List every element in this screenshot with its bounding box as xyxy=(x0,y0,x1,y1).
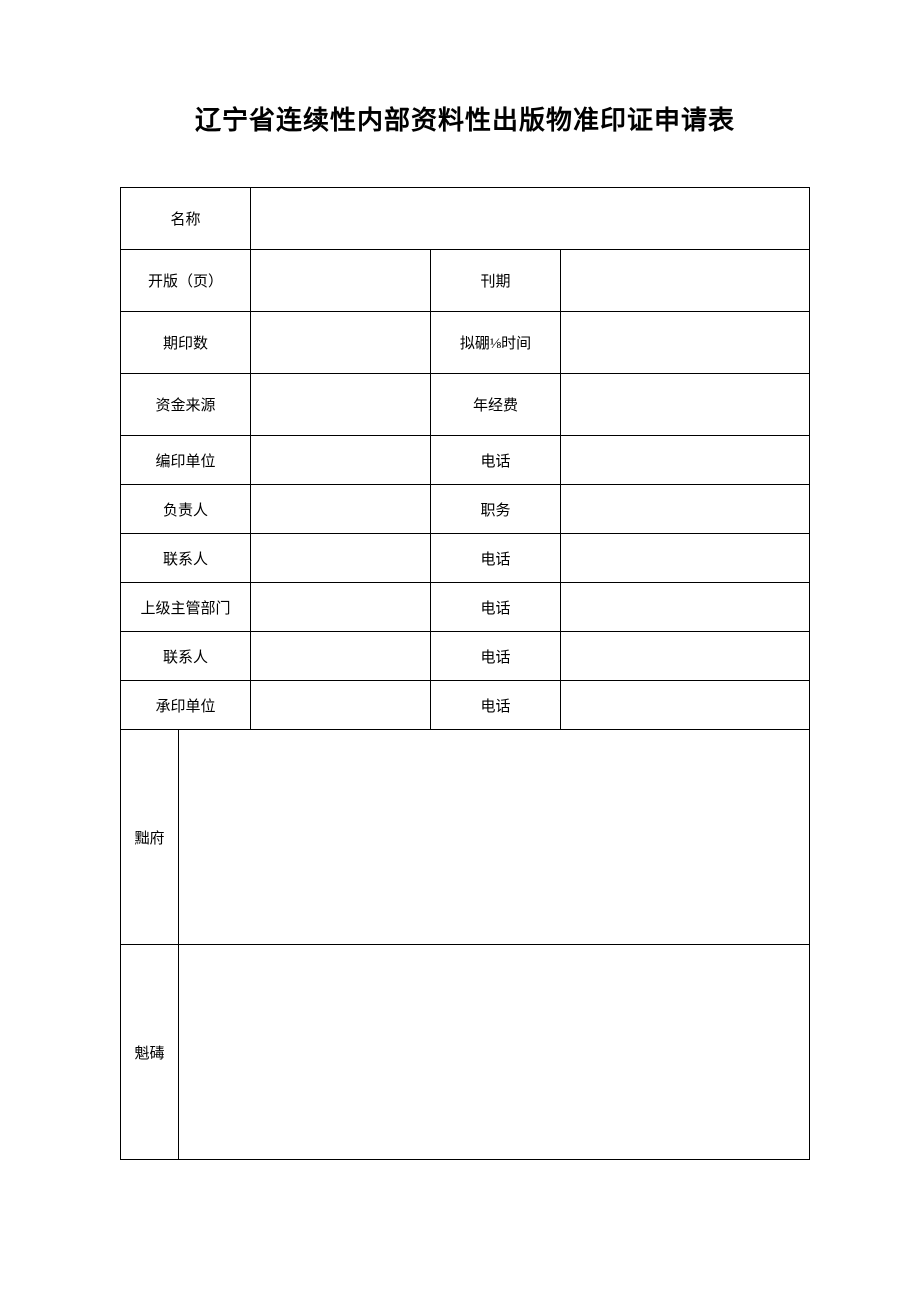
table-row: 名称 xyxy=(121,188,810,250)
value-superior xyxy=(251,583,431,632)
application-form-table: 名称 开版（页） 刊期 期印数 拟硼⅛时间 资金来源 年经费 编印单位 电话 xyxy=(120,187,810,1160)
value-name xyxy=(251,188,810,250)
value-edit-unit xyxy=(251,436,431,485)
value-phone1 xyxy=(561,436,810,485)
value-phone2 xyxy=(561,534,810,583)
label-phone5: 电话 xyxy=(431,681,561,730)
table-row: 负责人 职务 xyxy=(121,485,810,534)
value-contact1 xyxy=(251,534,431,583)
table-row: 上级主管部门 电话 xyxy=(121,583,810,632)
label-fund-source: 资金来源 xyxy=(121,374,251,436)
table-row: 开版（页） 刊期 xyxy=(121,250,810,312)
value-fund-source xyxy=(251,374,431,436)
label-superior: 上级主管部门 xyxy=(121,583,251,632)
label-edit-unit: 编印单位 xyxy=(121,436,251,485)
label-phone3: 电话 xyxy=(431,583,561,632)
label-annual-fee: 年经费 xyxy=(431,374,561,436)
label-section2: 魁碡 xyxy=(121,945,179,1160)
label-contact1: 联系人 xyxy=(121,534,251,583)
label-section1: 黜府 xyxy=(121,730,179,945)
table-row: 期印数 拟硼⅛时间 xyxy=(121,312,810,374)
label-name: 名称 xyxy=(121,188,251,250)
table-row: 联系人 电话 xyxy=(121,632,810,681)
label-phone2: 电话 xyxy=(431,534,561,583)
table-row: 魁碡 xyxy=(121,945,810,1160)
value-format xyxy=(251,250,431,312)
value-contact2 xyxy=(251,632,431,681)
value-annual-fee xyxy=(561,374,810,436)
value-phone5 xyxy=(561,681,810,730)
label-plan-time: 拟硼⅛时间 xyxy=(431,312,561,374)
value-period xyxy=(561,250,810,312)
value-print-unit xyxy=(251,681,431,730)
document-title: 辽宁省连续性内部资料性出版物准印证申请表 xyxy=(120,100,810,137)
label-phone4: 电话 xyxy=(431,632,561,681)
table-row: 承印单位 电话 xyxy=(121,681,810,730)
table-row: 联系人 电话 xyxy=(121,534,810,583)
value-section2 xyxy=(179,945,810,1160)
table-row: 黜府 xyxy=(121,730,810,945)
label-period: 刊期 xyxy=(431,250,561,312)
value-plan-time xyxy=(561,312,810,374)
table-row: 资金来源 年经费 xyxy=(121,374,810,436)
label-print-count: 期印数 xyxy=(121,312,251,374)
value-section1 xyxy=(179,730,810,945)
label-format: 开版（页） xyxy=(121,250,251,312)
value-responsible xyxy=(251,485,431,534)
label-responsible: 负责人 xyxy=(121,485,251,534)
table-row: 编印单位 电话 xyxy=(121,436,810,485)
label-print-unit: 承印单位 xyxy=(121,681,251,730)
value-print-count xyxy=(251,312,431,374)
value-phone4 xyxy=(561,632,810,681)
value-position xyxy=(561,485,810,534)
value-phone3 xyxy=(561,583,810,632)
label-contact2: 联系人 xyxy=(121,632,251,681)
label-position: 职务 xyxy=(431,485,561,534)
label-phone1: 电话 xyxy=(431,436,561,485)
